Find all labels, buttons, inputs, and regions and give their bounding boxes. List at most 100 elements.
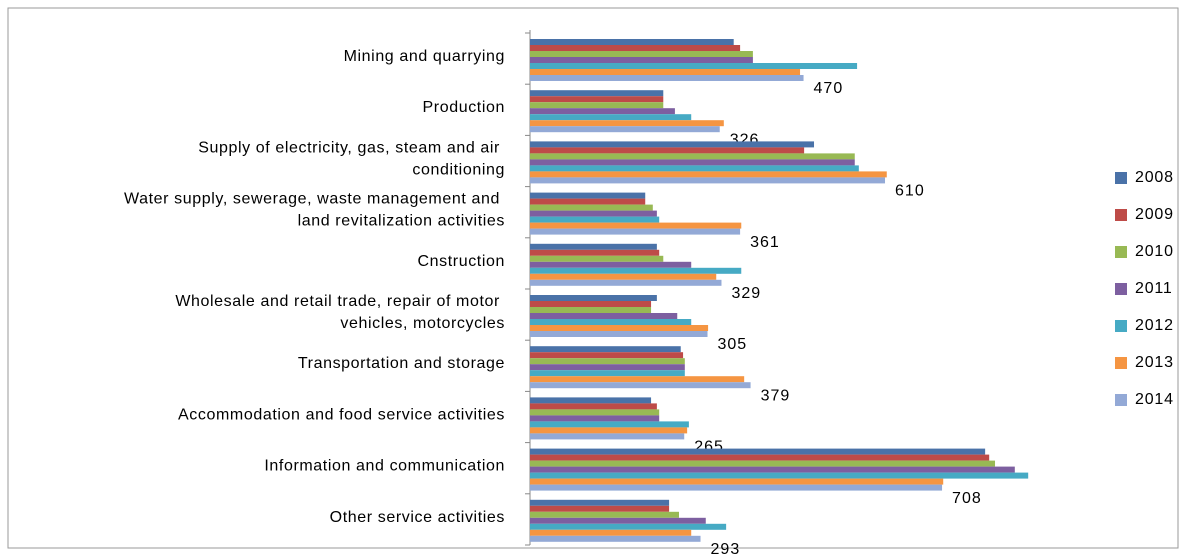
category-label: Other service activities <box>330 509 505 526</box>
bar <box>530 454 990 461</box>
data-label: 379 <box>761 387 791 404</box>
data-label: 329 <box>731 285 761 302</box>
legend-label: 2011 <box>1135 280 1173 297</box>
bar <box>530 478 944 485</box>
bar <box>530 307 652 313</box>
bar <box>530 427 688 434</box>
bar <box>530 415 660 422</box>
bar <box>530 57 753 63</box>
bar <box>530 279 722 286</box>
bar <box>530 331 708 337</box>
bar <box>530 505 670 512</box>
legend-label: 2009 <box>1135 206 1174 223</box>
bar <box>530 51 753 57</box>
legend-label: 2008 <box>1135 169 1174 186</box>
bar <box>530 249 660 256</box>
bar <box>530 114 692 121</box>
legend-swatch <box>1115 320 1127 332</box>
bar <box>530 243 657 250</box>
bar <box>530 141 815 148</box>
data-label: 708 <box>952 490 982 507</box>
category-label: Production <box>423 99 506 116</box>
bar <box>530 267 742 274</box>
legend-label: 2012 <box>1135 317 1174 334</box>
data-label: 361 <box>750 234 780 251</box>
bar <box>530 255 664 262</box>
bar <box>530 204 653 211</box>
bar <box>530 529 692 536</box>
bar <box>530 273 717 280</box>
bar <box>530 448 986 455</box>
bar <box>530 177 886 184</box>
bar <box>530 90 664 97</box>
bar <box>530 376 745 383</box>
legend-swatch <box>1115 394 1127 406</box>
bar <box>530 108 675 115</box>
bar <box>530 319 692 325</box>
bar <box>530 192 646 199</box>
bar <box>530 352 684 359</box>
bar <box>530 409 660 416</box>
data-label: 610 <box>895 183 925 200</box>
bar <box>530 421 689 428</box>
bar <box>530 222 742 229</box>
legend-swatch <box>1115 246 1127 258</box>
bar <box>530 295 657 301</box>
legend-label: 2013 <box>1135 354 1174 371</box>
category-label: Transportation and storage <box>298 355 505 372</box>
bar <box>530 63 858 69</box>
bar <box>530 523 727 530</box>
category-label: Information and communication <box>264 458 505 475</box>
bar <box>530 102 664 109</box>
bar <box>530 69 801 75</box>
bar <box>530 517 706 524</box>
legend-label: 2010 <box>1135 243 1174 260</box>
bar <box>530 165 859 172</box>
data-label: 293 <box>711 541 741 554</box>
bar <box>530 511 679 518</box>
bar <box>530 358 685 365</box>
bar <box>530 126 720 133</box>
legend-label: 2014 <box>1135 391 1174 408</box>
bar <box>530 472 1029 479</box>
bar <box>530 147 805 154</box>
category-label: Cnstruction <box>417 253 505 270</box>
bar <box>530 325 709 331</box>
bar <box>530 153 855 160</box>
legend-swatch <box>1115 357 1127 369</box>
bar <box>530 75 804 81</box>
bar <box>530 45 741 51</box>
data-label: 305 <box>718 336 748 353</box>
bar <box>530 120 724 127</box>
category-label: Mining and quarrying <box>344 48 505 65</box>
bar <box>530 433 685 440</box>
category-label: Wholesale and retail trade, repair of mo… <box>175 293 505 332</box>
bar <box>530 346 681 353</box>
bar <box>530 39 734 45</box>
bar <box>530 228 741 235</box>
bar <box>530 460 996 467</box>
bar <box>530 216 660 223</box>
bar <box>530 96 664 103</box>
legend-swatch <box>1115 172 1127 184</box>
bar <box>530 535 701 542</box>
bar <box>530 382 751 389</box>
bar <box>530 261 692 268</box>
data-label: 470 <box>814 80 844 97</box>
bar <box>530 159 855 166</box>
bar <box>530 499 670 506</box>
bar <box>530 364 685 371</box>
bar <box>530 210 657 217</box>
legend-swatch <box>1115 283 1127 295</box>
bar <box>530 397 652 404</box>
category-label: Water supply, sewerage, waste management… <box>124 191 505 230</box>
bar <box>530 370 685 377</box>
bar <box>530 403 657 410</box>
bar <box>530 301 652 307</box>
bar <box>530 484 943 491</box>
category-label: Supply of electricity, gas, steam and ai… <box>198 140 505 179</box>
category-label: Accommodation and food service activitie… <box>178 407 505 424</box>
bar <box>530 171 887 178</box>
bar <box>530 198 646 205</box>
